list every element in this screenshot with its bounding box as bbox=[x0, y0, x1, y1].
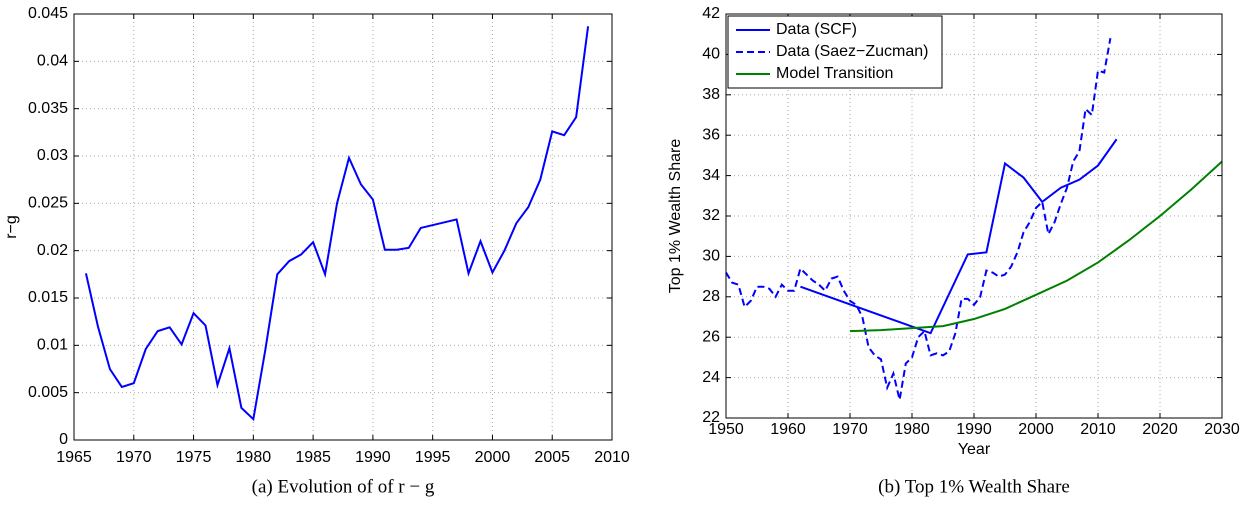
data-line bbox=[84, 26, 590, 422]
y-axis-label: r−g bbox=[3, 215, 20, 239]
x-axis-label: Year bbox=[958, 441, 991, 458]
x-tick-label: 1995 bbox=[415, 449, 451, 466]
y-tick-label: 36 bbox=[702, 126, 720, 143]
x-tick-label: 1965 bbox=[56, 449, 92, 466]
x-tick-label: 1975 bbox=[176, 449, 212, 466]
legend-label: Data (Saez−Zucman) bbox=[776, 43, 929, 60]
legend-label: Model Transition bbox=[776, 65, 893, 82]
x-tick-label: 1990 bbox=[355, 449, 391, 466]
axes-box bbox=[73, 13, 613, 441]
x-tick-label: 2010 bbox=[594, 449, 630, 466]
axes-box bbox=[725, 13, 1223, 419]
caption: (a) Evolution of of r − g bbox=[252, 476, 435, 497]
y-tick-label: 0.04 bbox=[37, 53, 68, 70]
x-tick-label: 1970 bbox=[832, 421, 868, 438]
y-tick-label: 30 bbox=[702, 248, 720, 265]
subplot: 0 0.005 0.01 0.015 0.02 0.025 0.03 0.035 0.04 0.0… bbox=[3, 5, 630, 497]
data-line bbox=[849, 160, 1223, 333]
x-tick-label: 1990 bbox=[956, 421, 992, 438]
y-tick-label: 28 bbox=[702, 288, 720, 305]
subplot: 22 24 26 28 30 32 34 36 38 40 42 1950 1960 1970 1980 19… bbox=[667, 5, 1240, 497]
x-tick-label: 1980 bbox=[894, 421, 930, 438]
y-tick-label: 0.02 bbox=[37, 242, 68, 259]
x-tick-label: 2010 bbox=[1080, 421, 1116, 438]
x-tick-label: 2000 bbox=[1018, 421, 1054, 438]
x-tick-label: 1985 bbox=[295, 449, 331, 466]
legend: Data (SCF) Data (Saez−Zucman) Model Transi… bbox=[727, 15, 943, 89]
y-tick-label: 0.025 bbox=[28, 195, 68, 212]
x-tick-label: 1980 bbox=[236, 449, 272, 466]
y-tick-label: 0.005 bbox=[28, 384, 68, 401]
y-tick-label: 0.015 bbox=[28, 289, 68, 306]
y-tick-label: 42 bbox=[702, 5, 720, 22]
data-line bbox=[800, 138, 1118, 335]
y-tick-label: 34 bbox=[702, 167, 720, 184]
x-tick-label: 2030 bbox=[1204, 421, 1240, 438]
y-tick-label: 0 bbox=[59, 431, 68, 448]
x-tick-label: 2000 bbox=[475, 449, 511, 466]
x-tick-label: 2020 bbox=[1142, 421, 1178, 438]
y-tick-label: 0.035 bbox=[28, 100, 68, 117]
y-axis-label: Top 1% Wealth Share bbox=[667, 139, 684, 294]
y-tick-label: 40 bbox=[702, 46, 720, 63]
x-tick-label: 2005 bbox=[534, 449, 570, 466]
caption: (b) Top 1% Wealth Share bbox=[878, 476, 1070, 497]
plot-area bbox=[74, 14, 612, 440]
y-tick-label: 24 bbox=[702, 369, 720, 386]
y-tick-label: 32 bbox=[702, 207, 720, 224]
y-tick-label: 26 bbox=[702, 328, 720, 345]
y-tick-label: 0.03 bbox=[37, 147, 68, 164]
legend-label: Data (SCF) bbox=[776, 21, 857, 38]
y-tick-label: 0.045 bbox=[28, 5, 68, 22]
y-tick-label: 38 bbox=[702, 86, 720, 103]
y-tick-label: 0.01 bbox=[37, 337, 68, 354]
y-tick-label: 22 bbox=[702, 409, 720, 426]
x-tick-label: 1960 bbox=[770, 421, 806, 438]
x-tick-label: 1950 bbox=[708, 421, 744, 438]
data-line bbox=[725, 38, 1112, 401]
x-tick-label: 1970 bbox=[116, 449, 152, 466]
